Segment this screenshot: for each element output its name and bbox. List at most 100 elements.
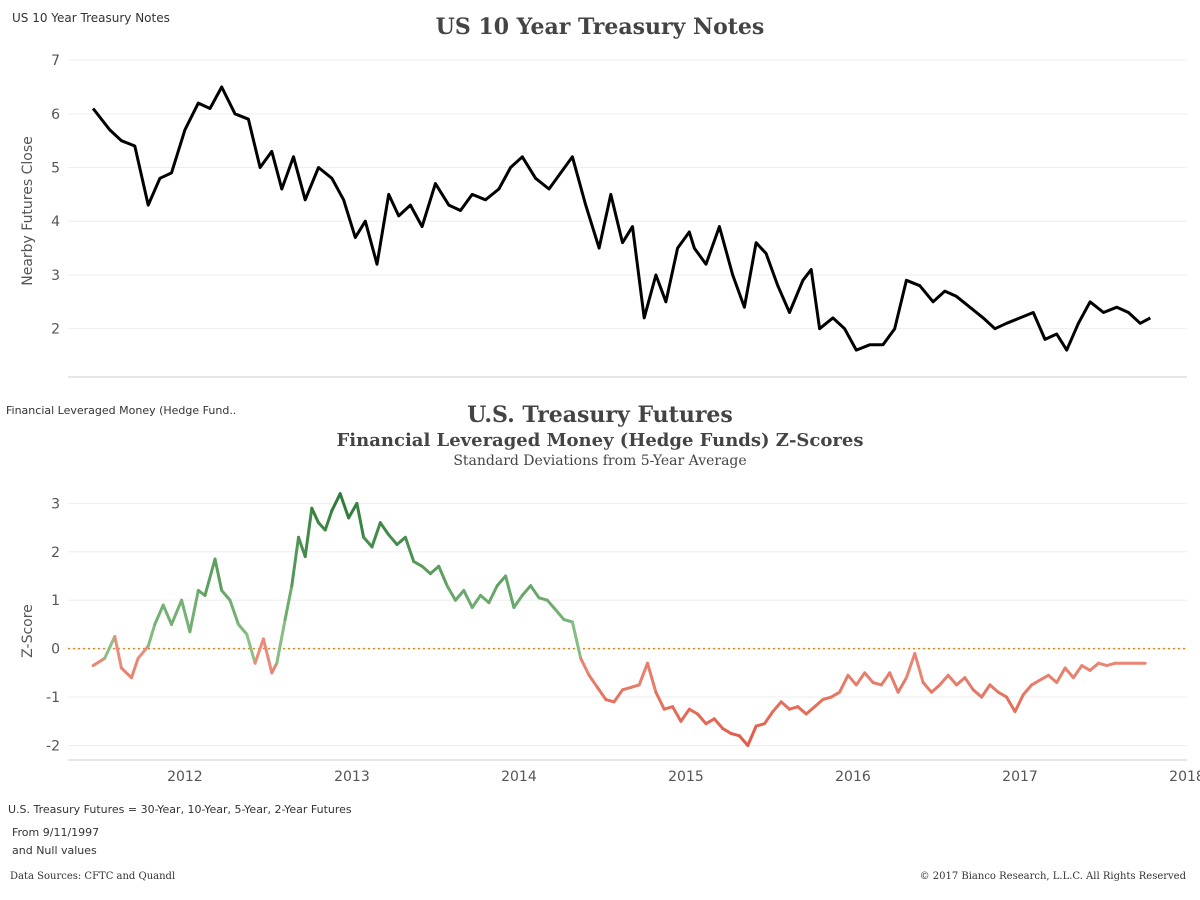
top-y-tick-label: 2 (51, 322, 60, 338)
zscore-segment (854, 671, 867, 687)
zscore-segment (323, 509, 334, 532)
zscore-segment (955, 676, 967, 687)
zscore-segment (1046, 673, 1059, 684)
zscore-segment (412, 560, 424, 568)
zscore-segment (520, 584, 533, 597)
bottom-x-tick-label: 2015 (668, 769, 704, 785)
top-chart-title: US 10 Year Treasury Notes (435, 14, 765, 40)
zscore-segment (863, 671, 875, 684)
zscore-segment (170, 598, 184, 626)
zscore-segment (771, 700, 783, 714)
zscore-segment (378, 521, 391, 537)
zscore-segment (921, 681, 933, 694)
footer-null-values: and Null values (12, 844, 97, 857)
top-chart-y-ticks: 7 6 5 4 3 2 (51, 53, 60, 338)
bottom-x-tick-label: 2018 (1169, 769, 1200, 785)
zscore-segment (779, 700, 791, 711)
zscore-segment (696, 712, 708, 726)
zscore-segment (479, 593, 491, 605)
zscore-segment (1071, 664, 1084, 680)
zscore-segment (188, 589, 200, 634)
zscore-segment (971, 688, 984, 699)
bottom-x-tick-label: 2013 (334, 769, 370, 785)
zscore-segment (330, 492, 342, 513)
zscore-segment (454, 589, 466, 602)
zscore-segment (290, 535, 300, 588)
zscore-segment (654, 690, 666, 711)
bottom-x-tick-label: 2012 (167, 769, 203, 785)
bottom-chart-y-ticks: 3 2 1 0 -1 -2 (46, 496, 60, 754)
zscore-segment (153, 603, 165, 626)
zscore-segment (220, 589, 232, 602)
zscore-segment (261, 637, 274, 675)
bottom-x-tick-label: 2016 (835, 769, 871, 785)
zscore-segment (180, 598, 192, 634)
zscore-segment (403, 535, 416, 563)
top-y-tick-label: 4 (51, 214, 60, 230)
zscore-segment (136, 644, 150, 660)
top-y-tick-label: 5 (51, 161, 60, 177)
zscore-segment (420, 564, 432, 576)
zscore-segment (338, 492, 351, 520)
bottom-y-tick-label: -2 (46, 738, 60, 754)
zscore-segment (283, 584, 294, 622)
zscore-segment (980, 683, 992, 699)
footer-note: U.S. Treasury Futures = 30-Year, 10-Year… (8, 803, 352, 816)
bottom-y-tick-label: 0 (51, 642, 60, 658)
zscore-segment (679, 707, 691, 723)
zscore-segment (487, 584, 499, 605)
zscore-segment (1088, 661, 1100, 672)
zscore-segment (763, 710, 775, 726)
bottom-y-tick-label: 1 (51, 593, 60, 609)
zscore-segment (310, 506, 320, 525)
zscore-segment (347, 501, 359, 520)
zscore-segment (879, 671, 892, 687)
zscore-segment (612, 688, 624, 704)
top-y-tick-label: 6 (51, 107, 60, 123)
zscore-segment (119, 666, 133, 680)
bottom-chart-title: U.S. Treasury Futures (467, 402, 733, 428)
footer-data-sources: Data Sources: CFTC and Quandl (10, 871, 176, 882)
zscore-segment (579, 656, 591, 677)
zscore-segment (737, 734, 750, 747)
zscore-segment (228, 598, 240, 626)
zscore-segment (570, 620, 583, 660)
top-y-tick-label: 7 (51, 53, 60, 69)
zscore-segment (395, 535, 407, 546)
zscore-segment (1038, 673, 1050, 682)
zscore-segment (445, 584, 457, 602)
top-sheet-label: US 10 Year Treasury Notes (12, 11, 170, 25)
zscore-segment (896, 676, 908, 694)
zscore-segment (996, 690, 1009, 699)
zscore-segment (103, 635, 117, 660)
bottom-chart-x-ticks: 2012 2013 2014 2015 2016 2017 2018 (167, 769, 1200, 785)
bottom-y-tick-label: 2 (51, 545, 60, 561)
zscore-segment (963, 676, 975, 692)
zscore-segment (829, 690, 842, 699)
zscore-segment (946, 673, 958, 687)
footer-copyright: © 2017 Bianco Research, L.L.C. All Right… (919, 871, 1186, 882)
zscore-segment (913, 652, 925, 684)
zscore-segment (595, 685, 608, 701)
zscore-segment (270, 661, 279, 675)
zscore-segment (888, 671, 900, 694)
zscore-segment (437, 564, 449, 588)
zscore-segment (512, 593, 524, 609)
bottom-chart-subtitle-2: Standard Deviations from 5-Year Average (453, 453, 747, 469)
bottom-chart-series (91, 492, 1147, 747)
zscore-segment (988, 683, 1000, 694)
zscore-segment (504, 574, 516, 609)
zscore-segment (554, 608, 566, 622)
zscore-segment (813, 698, 825, 709)
zscore-segment (746, 724, 758, 747)
zscore-segment (1005, 695, 1017, 714)
zscore-segment (303, 506, 314, 559)
zscore-segment (838, 673, 850, 694)
zscore-segment (462, 589, 474, 609)
zscore-segment (213, 557, 224, 592)
bottom-y-tick-label: -1 (46, 690, 60, 706)
zscore-segment (275, 618, 287, 665)
top-chart-series (91, 85, 1152, 352)
zscore-segment (470, 593, 482, 609)
